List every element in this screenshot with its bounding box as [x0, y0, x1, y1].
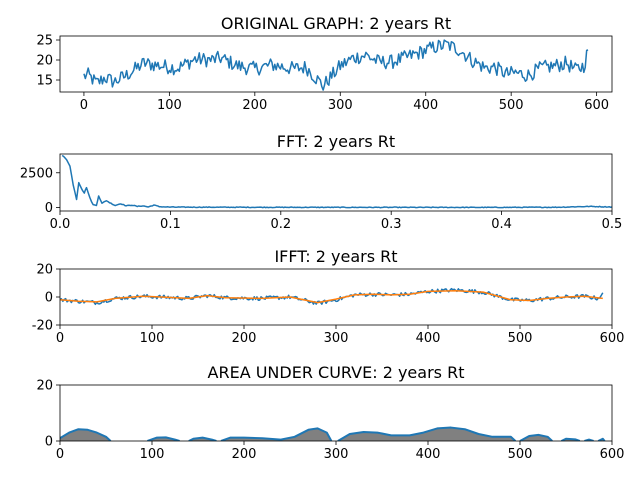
- x-tick-label: 200: [232, 331, 257, 346]
- axes-frame: [59, 35, 613, 93]
- series-line-1-1: [83, 39, 589, 91]
- x-tick-label: 100: [157, 98, 182, 113]
- x-tick-label: 0.5: [602, 217, 623, 232]
- x-tick-label: 0.4: [491, 217, 512, 232]
- series-line-1-2: [147, 436, 180, 441]
- chart-panel-3: IFFT: 2 years Rt0 100 200 300 400 500 600-2002…: [32, 247, 625, 346]
- y-tick-label: 15: [36, 74, 53, 89]
- x-tick-label: 500: [508, 447, 533, 462]
- series-line-1-5: [337, 426, 517, 441]
- y-tick-label: 2500: [20, 166, 53, 181]
- x-tick-label: 400: [416, 447, 441, 462]
- x-tick-label: 400: [413, 98, 438, 113]
- y-tick-label: 20: [36, 263, 53, 278]
- x-tick-label: 100: [140, 331, 165, 346]
- plot-area: [60, 287, 604, 306]
- x-tick-label: 0.1: [160, 217, 181, 232]
- x-tick-label: 300: [324, 447, 349, 462]
- series-line-2-1: [60, 289, 603, 304]
- chart-title: AREA UNDER CURVE: 2 years Rt: [208, 363, 465, 382]
- chart-title: FFT: 2 years Rt: [277, 132, 395, 151]
- x-tick-label: 600: [600, 447, 625, 462]
- series-line-1-7: [560, 437, 581, 441]
- y-tick-label: 20: [36, 379, 53, 394]
- x-tick-label: 0: [56, 331, 64, 346]
- x-tick-label: 0: [80, 98, 88, 113]
- plot-area: [60, 426, 606, 441]
- chart-panel-4: AREA UNDER CURVE: 2 years Rt0 100 200 300 40…: [36, 363, 624, 462]
- x-tick-label: 0: [56, 447, 64, 462]
- x-tick-label: 0.0: [50, 217, 71, 232]
- axes-frame: [59, 153, 613, 212]
- series-line-1-9: [597, 437, 606, 441]
- series-line-1-3: [188, 436, 217, 441]
- series-line-1-4: [220, 427, 333, 441]
- chart-panel-1: ORIGINAL GRAPH: 2 years Rt 0 100 200 300 400 5…: [36, 14, 613, 113]
- series-line-1-1: [60, 428, 112, 441]
- chart-title: ORIGINAL GRAPH: 2 years Rt: [221, 14, 451, 33]
- plot-area: [61, 154, 612, 209]
- plot-area: [83, 39, 589, 91]
- series-line-1-6: [519, 433, 553, 441]
- x-tick-label: 600: [584, 98, 609, 113]
- series-line-1-8: [584, 438, 594, 441]
- y-tick-label: -20: [32, 319, 53, 334]
- axes-frame: [59, 384, 613, 442]
- x-tick-label: 100: [140, 447, 165, 462]
- x-tick-label: 0.3: [381, 217, 402, 232]
- x-tick-label: 400: [416, 331, 441, 346]
- y-tick-label: 20: [36, 54, 53, 69]
- x-tick-label: 0.2: [270, 217, 291, 232]
- y-tick-label: 25: [36, 34, 53, 49]
- x-tick-label: 500: [508, 331, 533, 346]
- area-fill-5: [337, 427, 516, 441]
- x-tick-label: 200: [232, 447, 257, 462]
- x-tick-label: 600: [600, 331, 625, 346]
- x-tick-label: 500: [499, 98, 524, 113]
- series-line-1-1: [61, 154, 612, 209]
- chart-title: IFFT: 2 years Rt: [274, 247, 397, 266]
- x-tick-label: 200: [242, 98, 267, 113]
- y-tick-label: 0: [45, 201, 53, 216]
- y-tick-label: 0: [45, 291, 53, 306]
- x-tick-label: 300: [324, 331, 349, 346]
- chart-panel-2: FFT: 2 years Rt 0.0 0.1 0.2 0.3 0.4 0.5 0 2500: [20, 132, 622, 232]
- x-tick-label: 300: [328, 98, 353, 113]
- y-tick-label: 0: [45, 435, 53, 450]
